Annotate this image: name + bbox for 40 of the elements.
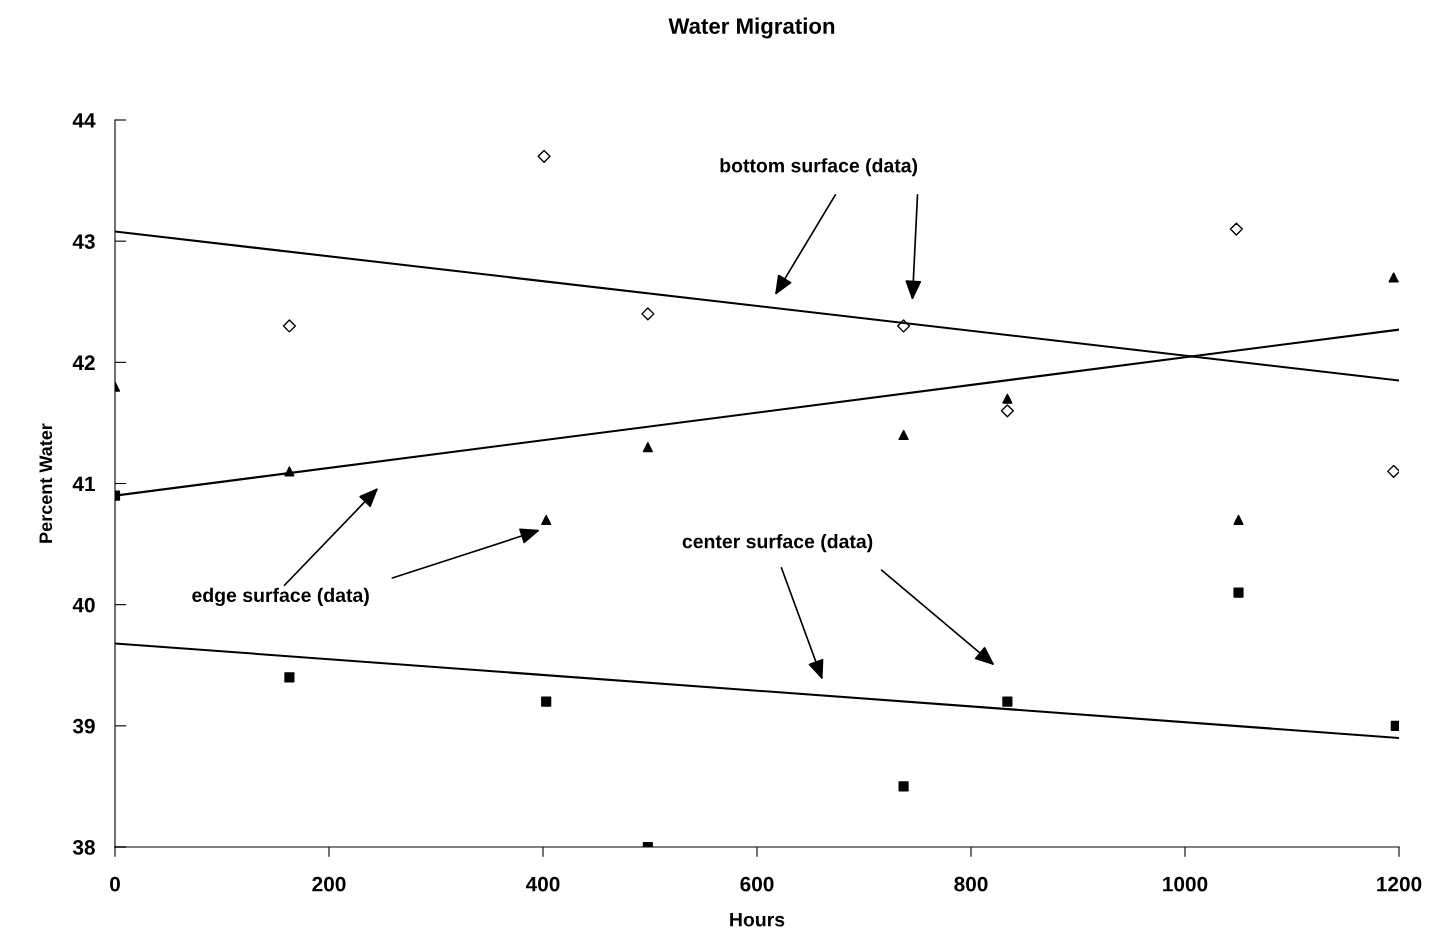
point: [541, 696, 552, 707]
y-tick-label: 40: [72, 597, 95, 613]
point: [1388, 272, 1399, 283]
point: [898, 781, 909, 792]
point: [897, 319, 911, 333]
y-tick-label: 44: [72, 113, 96, 128]
point: [898, 429, 909, 441]
x-tick-label: 400: [525, 876, 560, 892]
point: [1002, 393, 1013, 404]
x-tick-label: 0: [110, 876, 120, 892]
y-axis-title: Percent Water: [39, 423, 53, 543]
y-tick-label: 41: [72, 476, 95, 492]
y-tick-label: 39: [72, 718, 95, 734]
point: [1000, 404, 1014, 418]
x-tick-label: 800: [954, 876, 988, 892]
annotation: edge surface (data): [192, 587, 369, 607]
point: [641, 307, 655, 321]
point: [541, 514, 552, 525]
x-axis-title: Hours: [730, 912, 785, 927]
point: [284, 672, 295, 683]
point: [537, 149, 551, 163]
annotation: center surface (data): [682, 534, 873, 553]
point: [1002, 696, 1013, 707]
point: [282, 319, 296, 333]
point: [642, 442, 653, 453]
point: [1229, 222, 1243, 236]
point: [284, 466, 295, 477]
annotation: bottom surface (data): [720, 158, 918, 177]
chart-title: Water Migration: [668, 17, 835, 39]
x-tick-label: 1000: [1163, 876, 1208, 892]
y-tick-label: 43: [72, 234, 95, 249]
x-tick-label: 600: [740, 876, 774, 892]
x-tick-label: 1200: [1377, 876, 1422, 892]
point: [1387, 464, 1399, 478]
x-tick-label: 200: [312, 876, 346, 892]
y-tick-label: 38: [72, 840, 95, 855]
point: [1233, 587, 1244, 598]
y-tick-label: 42: [72, 355, 95, 370]
point: [1390, 720, 1399, 731]
point: [1233, 514, 1244, 525]
